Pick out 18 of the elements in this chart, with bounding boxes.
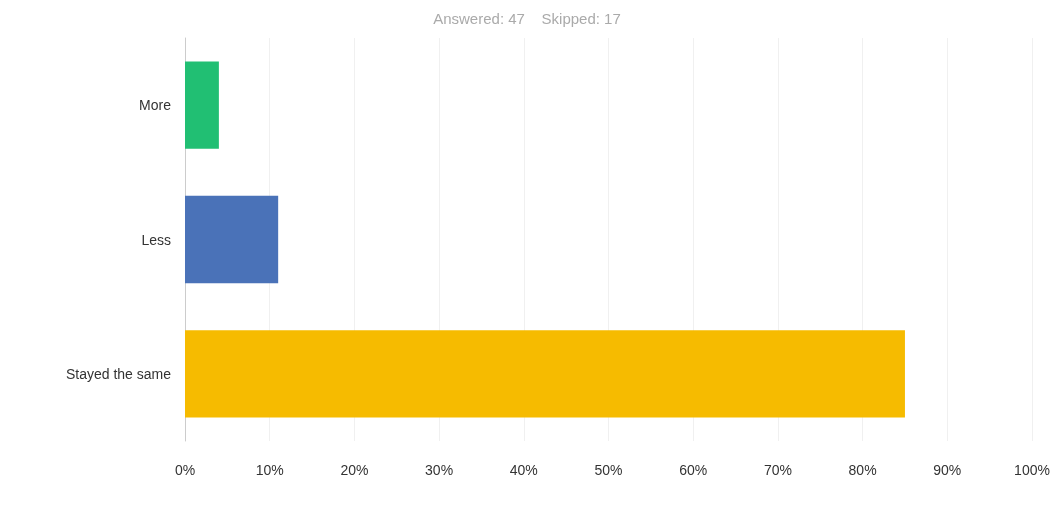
y-tick-label: More (139, 97, 172, 114)
x-tick-label: 0% (174, 462, 196, 478)
x-tick-label: 30% (425, 462, 454, 478)
bar (185, 330, 905, 418)
x-tick-label: 10% (255, 462, 284, 478)
bar (185, 61, 219, 149)
x-tick-label: 90% (933, 462, 962, 478)
x-tick-label: 50% (594, 462, 623, 478)
x-tick-label: 60% (679, 462, 708, 478)
x-tick-label: 80% (848, 462, 877, 478)
y-tick-label: Less (141, 231, 171, 248)
x-tick-label: 70% (763, 462, 792, 478)
y-tick-label: Stayed the same (65, 365, 172, 382)
chart-title: Answered: 47 Skipped: 17 (433, 10, 621, 27)
x-tick-label: 20% (340, 462, 369, 478)
x-tick-label: 40% (509, 462, 538, 478)
bar (185, 195, 279, 284)
x-tick-label: 100% (1014, 462, 1050, 478)
